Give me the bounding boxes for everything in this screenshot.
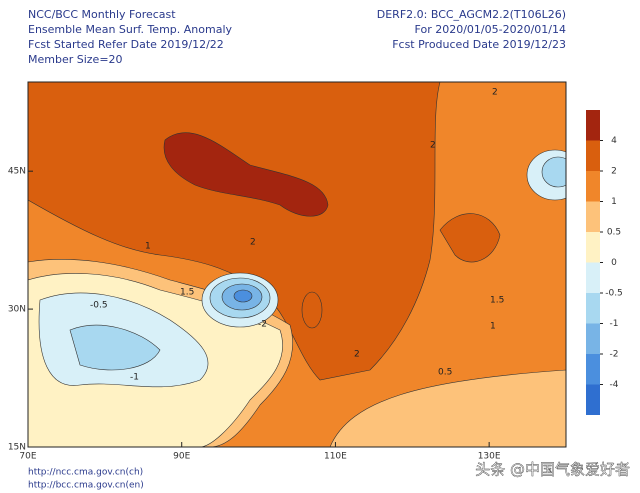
- region: [163, 132, 329, 217]
- header-line: For 2020/01/05-2020/01/14: [415, 23, 566, 36]
- x-tick-label: 130E: [478, 452, 501, 462]
- colorbar-swatch: [586, 201, 600, 232]
- colorbar-swatch: [586, 262, 600, 293]
- contour-label: -1: [130, 373, 139, 383]
- region: [439, 213, 501, 263]
- contour-label: 2: [492, 88, 498, 98]
- footer-url: http://bcc.cma.gov.cn(en): [28, 481, 144, 491]
- contour-label: 0.5: [438, 368, 452, 378]
- contour-label: 2: [430, 141, 436, 151]
- colorbar-swatch: [586, 171, 600, 202]
- colorbar-swatch: [586, 232, 600, 263]
- region: [69, 324, 161, 371]
- colorbar-label: 4: [611, 136, 617, 146]
- contour-label: 1.5: [490, 296, 504, 306]
- header-line: Fcst Started Refer Date 2019/12/22: [28, 38, 224, 51]
- y-tick-label: 45N: [8, 167, 26, 177]
- colorbar-label: -4: [610, 380, 619, 390]
- contour-label: 2: [354, 350, 360, 360]
- colorbar-swatch: [586, 293, 600, 324]
- colorbar-label: 0: [611, 258, 617, 268]
- map-field: [28, 82, 566, 447]
- colorbar: 4 2 1 0.5 0 -0.5 -1 -2 -4: [586, 110, 623, 415]
- x-tick-label: 70E: [19, 452, 36, 462]
- x-tick-label: 110E: [324, 452, 347, 462]
- contour-label: 1: [490, 322, 496, 332]
- contour-labels: 2 2 2 1 1.5 -1 -0.5 0.5 1 2 1.5 -2: [90, 88, 504, 383]
- colorbar-swatch: [586, 140, 600, 171]
- colorbar-label: -0.5: [605, 289, 623, 299]
- map-frame: [27, 81, 567, 448]
- colorbar-label: 0.5: [607, 228, 621, 238]
- colorbar-swatch: [586, 323, 600, 354]
- colorbar-label: -2: [610, 350, 619, 360]
- header-line: Member Size=20: [28, 53, 123, 66]
- contour-label: 1.5: [180, 288, 194, 298]
- colorbar-swatch: [586, 354, 600, 385]
- region: [233, 289, 253, 303]
- colorbar-label: 2: [611, 167, 617, 177]
- footer-url: http://ncc.cma.gov.cn(ch): [28, 468, 143, 478]
- contour-label: 2: [250, 238, 256, 248]
- contour: [301, 291, 323, 329]
- header-line: NCC/BCC Monthly Forecast: [28, 8, 176, 21]
- header-line: Ensemble Mean Surf. Temp. Anomaly: [28, 23, 232, 36]
- x-tick-label: 90E: [173, 452, 190, 462]
- region: [28, 82, 441, 381]
- header-line: Fcst Produced Date 2019/12/23: [392, 38, 566, 51]
- colorbar-label: -1: [610, 319, 619, 329]
- colorbar-swatch: [586, 384, 600, 415]
- contour-label: -0.5: [90, 301, 108, 311]
- header-line: DERF2.0: BCC_AGCM2.2(T106L26): [377, 8, 566, 21]
- header: NCC/BCC Monthly Forecast Ensemble Mean S…: [28, 8, 566, 66]
- y-tick-label: 15N: [8, 443, 26, 453]
- colorbar-label: 1: [611, 197, 617, 207]
- colorbar-swatch: [586, 110, 600, 141]
- watermark: 头条 @中国气象爱好者: [475, 461, 630, 479]
- axes: 70E 90E 110E 130E 15N 30N 45N: [8, 167, 501, 462]
- contour-label: -2: [258, 320, 267, 330]
- region: [329, 369, 566, 447]
- region: [541, 156, 566, 188]
- contour-label: 1: [145, 242, 151, 252]
- y-tick-label: 30N: [8, 305, 26, 315]
